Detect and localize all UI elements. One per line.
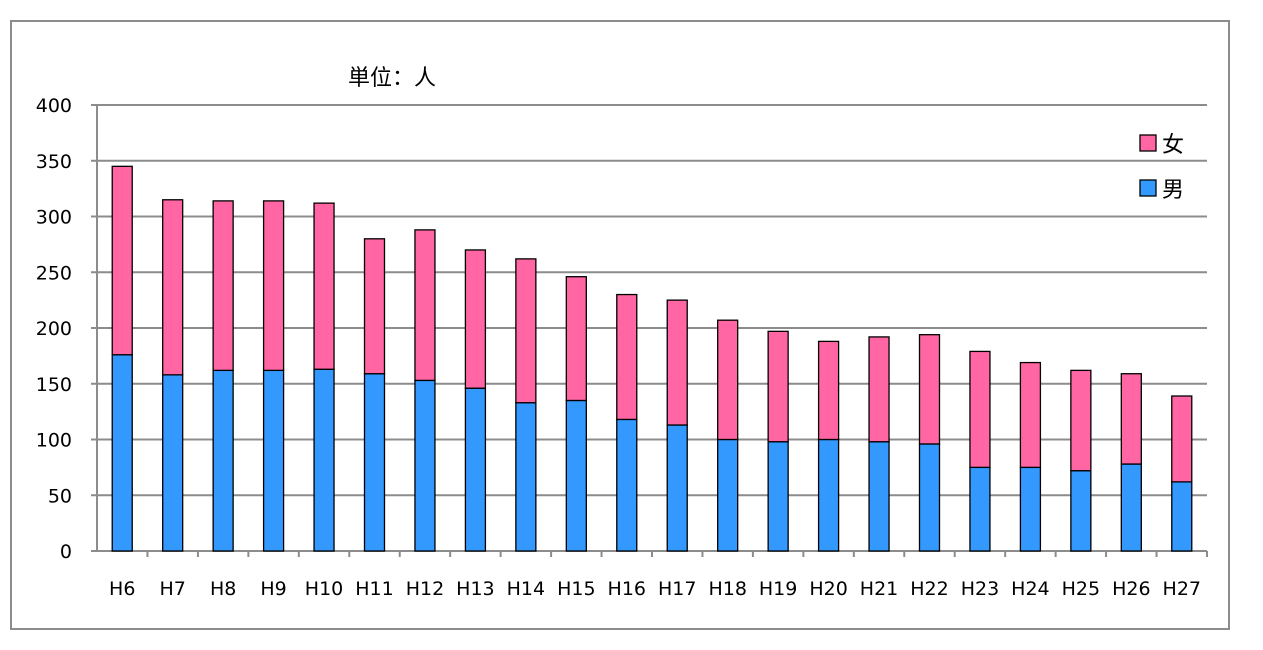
unit-label: 単位：人 bbox=[348, 66, 437, 91]
bar-female bbox=[1070, 369, 1092, 472]
bar-female bbox=[111, 165, 133, 356]
x-tick-label: H15 bbox=[557, 578, 595, 600]
bar-female bbox=[918, 334, 941, 445]
x-tick-label: H22 bbox=[910, 578, 948, 600]
x-tick-label: H11 bbox=[355, 578, 393, 600]
bar-female bbox=[1120, 373, 1142, 465]
bar-female bbox=[565, 276, 587, 402]
x-tick-label: H17 bbox=[658, 578, 696, 600]
legend-swatch bbox=[1139, 134, 1157, 152]
legend-label: 男 bbox=[1162, 178, 1184, 203]
x-tick-label: H8 bbox=[210, 578, 236, 600]
bar-female bbox=[313, 202, 335, 370]
bar-male bbox=[414, 379, 436, 552]
bar-female bbox=[616, 293, 638, 421]
bar-male bbox=[363, 373, 386, 552]
bar-female bbox=[969, 350, 991, 469]
bar-male bbox=[918, 443, 941, 552]
x-tick-label: H9 bbox=[260, 578, 286, 600]
bar-female bbox=[717, 319, 739, 441]
x-tick-label: H25 bbox=[1062, 578, 1100, 600]
y-tick-label: 250 bbox=[36, 262, 72, 284]
x-tick-label: H14 bbox=[507, 578, 545, 600]
bar-male bbox=[111, 354, 133, 552]
bar-female bbox=[414, 229, 436, 382]
bar-female bbox=[464, 249, 487, 389]
y-tick-label: 100 bbox=[36, 430, 72, 452]
bar-male bbox=[515, 402, 537, 552]
bar-female bbox=[262, 200, 285, 372]
x-tick-label: H20 bbox=[809, 578, 847, 600]
bar-female bbox=[817, 340, 840, 441]
x-tick-label: H24 bbox=[1011, 578, 1049, 600]
bar-female bbox=[767, 330, 789, 443]
bar-female bbox=[162, 199, 184, 376]
bar-male bbox=[1120, 463, 1142, 552]
bar-female bbox=[1171, 395, 1193, 483]
legend-swatch bbox=[1139, 179, 1157, 197]
bar-male bbox=[969, 466, 991, 552]
y-tick-label: 150 bbox=[36, 374, 72, 396]
x-tick-label: H7 bbox=[159, 578, 185, 600]
bar-male bbox=[767, 441, 789, 552]
y-tick-label: 0 bbox=[60, 541, 72, 563]
y-tick-label: 400 bbox=[36, 95, 72, 117]
x-tick-label: H10 bbox=[305, 578, 343, 600]
x-tick-label: H27 bbox=[1163, 578, 1201, 600]
bar-female bbox=[1019, 361, 1042, 469]
bar-male bbox=[868, 441, 890, 552]
x-tick-label: H19 bbox=[759, 578, 797, 600]
x-tick-label: H23 bbox=[961, 578, 999, 600]
x-tick-label: H21 bbox=[860, 578, 898, 600]
bar-male bbox=[1070, 470, 1092, 552]
bar-male bbox=[1019, 466, 1042, 552]
x-tick-label: H18 bbox=[708, 578, 746, 600]
legend-label: 女 bbox=[1162, 133, 1184, 158]
bar-male bbox=[162, 374, 184, 552]
x-tick-label: H26 bbox=[1112, 578, 1150, 600]
bar-male bbox=[817, 438, 840, 552]
x-tick-label: H12 bbox=[406, 578, 444, 600]
bar-male bbox=[565, 399, 587, 552]
bar-male bbox=[313, 368, 335, 552]
y-tick-label: 300 bbox=[36, 207, 72, 229]
y-tick-label: 200 bbox=[36, 318, 72, 340]
bar-male bbox=[717, 438, 739, 552]
bar-female bbox=[515, 258, 537, 404]
bar-male bbox=[616, 418, 638, 552]
x-tick-label: H6 bbox=[109, 578, 135, 600]
bar-female bbox=[212, 200, 234, 372]
bar-male bbox=[212, 369, 234, 552]
y-tick-label: 350 bbox=[36, 151, 72, 173]
bar-male bbox=[262, 369, 285, 552]
bar-male bbox=[464, 387, 487, 552]
bar-female bbox=[666, 299, 688, 426]
bar-female bbox=[363, 238, 386, 375]
x-tick-label: H13 bbox=[456, 578, 494, 600]
bar-female bbox=[868, 336, 890, 443]
bar-male bbox=[666, 424, 688, 552]
y-tick-label: 50 bbox=[48, 485, 72, 507]
bar-male bbox=[1171, 481, 1193, 552]
x-tick-label: H16 bbox=[608, 578, 646, 600]
